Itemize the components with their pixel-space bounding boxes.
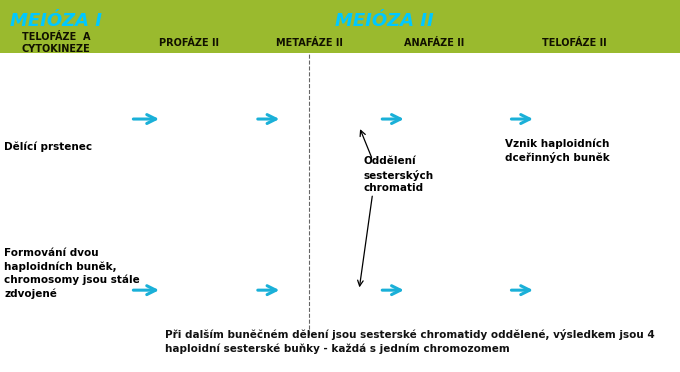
Text: TELOFÁZE II: TELOFÁZE II xyxy=(542,38,607,48)
Text: Formování dvou
haploidních buněk,
chromosomy jsou stále
zdvojené: Formování dvou haploidních buněk, chromo… xyxy=(4,248,140,299)
Text: TELOFÁZE  A
CYTOKINEZE: TELOFÁZE A CYTOKINEZE xyxy=(21,32,90,54)
Text: Při dalším buněčném dělení jsou sesterské chromatidy oddělené, výsledkem jsou 4
: Při dalším buněčném dělení jsou sestersk… xyxy=(165,328,655,355)
Text: Oddělení
sesterských
chromatid: Oddělení sesterských chromatid xyxy=(364,156,434,193)
Text: METAFÁZE II: METAFÁZE II xyxy=(276,38,343,48)
Bar xyxy=(0,0,680,53)
Text: ANAFÁZE II: ANAFÁZE II xyxy=(404,38,464,48)
Text: Dělící prstenec: Dělící prstenec xyxy=(4,142,92,152)
Text: Vznik haploidních
dceřinných buněk: Vznik haploidních dceřinných buněk xyxy=(505,138,609,163)
Text: MEIÓZA II: MEIÓZA II xyxy=(335,12,434,30)
Bar xyxy=(0,53,680,372)
Text: PROFÁZE II: PROFÁZE II xyxy=(159,38,219,48)
Text: MEIÓZA I: MEIÓZA I xyxy=(10,12,102,30)
